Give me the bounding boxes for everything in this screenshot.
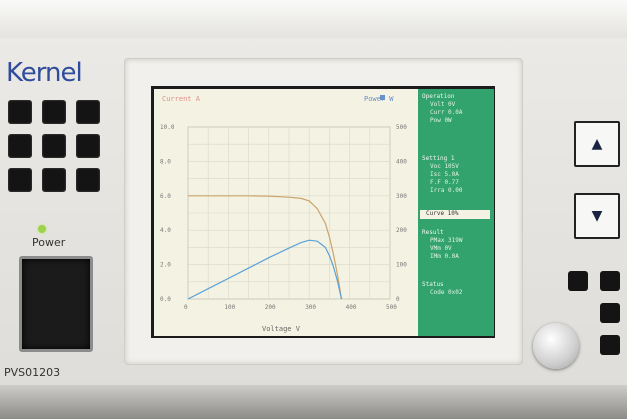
result-block: Result PMax 319W VMm 0V IMm 0.0A [422, 229, 463, 261]
y-left-tick-label: 4.0 [160, 227, 171, 234]
model-label: PVS01203 [4, 366, 61, 379]
current-curve [188, 195, 343, 300]
settings-line: Isc 5.0A [430, 171, 459, 178]
y-right-tick-label: 400 [396, 158, 407, 165]
operation-title: Operation [422, 93, 455, 100]
iv-plot-area: Current A Power W 10.0 8.0 6.0 4.0 2.0 0.0 500… [154, 89, 418, 336]
y-left-tick-label: 10.0 [160, 124, 175, 131]
power-led-icon [38, 225, 46, 233]
keypad-key[interactable] [42, 134, 66, 158]
chart-series [187, 195, 343, 300]
chart-ticks: 10.0 8.0 6.0 4.0 2.0 0.0 500 400 300 200 100 0 0 100 2… [160, 124, 407, 311]
down-arrow-icon: ▼ [591, 208, 603, 224]
right-keypad-key[interactable] [568, 271, 588, 291]
right-keypad-key[interactable] [600, 271, 620, 291]
y-right-tick-label: 500 [396, 124, 407, 131]
y-left-tick-label: 6.0 [160, 193, 171, 200]
keypad-key[interactable] [8, 100, 32, 124]
operation-line: Curr 0.0A [430, 109, 463, 116]
x-axis-label: Voltage V [262, 325, 301, 333]
bottom-edge [0, 385, 627, 419]
rotary-knob[interactable] [533, 323, 579, 369]
down-button[interactable]: ▼ [574, 193, 620, 239]
x-tick-label: 300 [305, 304, 316, 311]
x-tick-label: 200 [265, 304, 276, 311]
iv-chart: Current A Power W 10.0 8.0 6.0 4.0 2.0 0.0 500… [160, 95, 407, 333]
settings-block: Setting 1 Voc 105V Isc 5.0A F.F 0.77 Irr… [422, 155, 463, 195]
left-keypad [8, 100, 100, 192]
keypad-key[interactable] [8, 168, 32, 192]
chart-grid [187, 126, 391, 300]
settings-line: Voc 105V [430, 163, 459, 170]
top-edge [0, 0, 627, 38]
power-button[interactable] [19, 256, 93, 352]
keypad-key[interactable] [76, 168, 100, 192]
brand-logo: Kernel [6, 58, 83, 88]
result-title: Result [422, 229, 444, 236]
up-button[interactable]: ▲ [574, 121, 620, 167]
status-block: Status Code 0x02 [422, 281, 463, 297]
keypad-key[interactable] [76, 100, 100, 124]
power-curve [187, 239, 343, 300]
keypad-key[interactable] [42, 100, 66, 124]
y-left-tick-label: 8.0 [160, 158, 171, 165]
y-right-tick-label: 100 [396, 262, 407, 269]
keypad-key[interactable] [8, 134, 32, 158]
x-tick-label: 400 [346, 304, 357, 311]
chart-header-right: Power W [364, 95, 394, 103]
y-left-tick-label: 2.0 [160, 262, 171, 269]
x-tick-label: 0 [184, 304, 188, 311]
y-right-tick-label: 200 [396, 227, 407, 234]
x-tick-label: 100 [224, 304, 235, 311]
status-line: Code 0x02 [430, 289, 463, 296]
status-title: Status [422, 281, 444, 288]
y-right-tick-label: 300 [396, 193, 407, 200]
result-line: PMax 319W [430, 237, 463, 244]
y-left-tick-label: 0.0 [160, 296, 171, 303]
x-tick-label: 500 [386, 304, 397, 311]
operation-block: Operation Volt 0V Curr 0.0A Pow 0W [422, 93, 463, 125]
result-line: VMm 0V [430, 245, 452, 252]
keypad-key[interactable] [76, 134, 100, 158]
operation-line: Volt 0V [430, 101, 456, 108]
right-keypad-key[interactable] [600, 335, 620, 355]
right-keypad-key[interactable] [600, 303, 620, 323]
keypad-key[interactable] [42, 168, 66, 192]
power-label: Power [32, 236, 66, 249]
chart-header-left: Current A [162, 95, 201, 103]
settings-line: Irra 0.00 [430, 187, 463, 194]
settings-line: F.F 0.77 [430, 179, 459, 186]
y-right-tick-label: 0 [396, 296, 400, 303]
result-line: IMm 0.0A [430, 253, 459, 260]
settings-title: Setting 1 [422, 155, 455, 162]
curve-setting-selected[interactable]: Curve 10% [420, 210, 490, 219]
status-side-panel: Operation Volt 0V Curr 0.0A Pow 0W Setti… [418, 89, 494, 336]
up-arrow-icon: ▲ [591, 136, 603, 152]
operation-line: Pow 0W [430, 117, 452, 124]
header-marker-icon [380, 95, 385, 100]
